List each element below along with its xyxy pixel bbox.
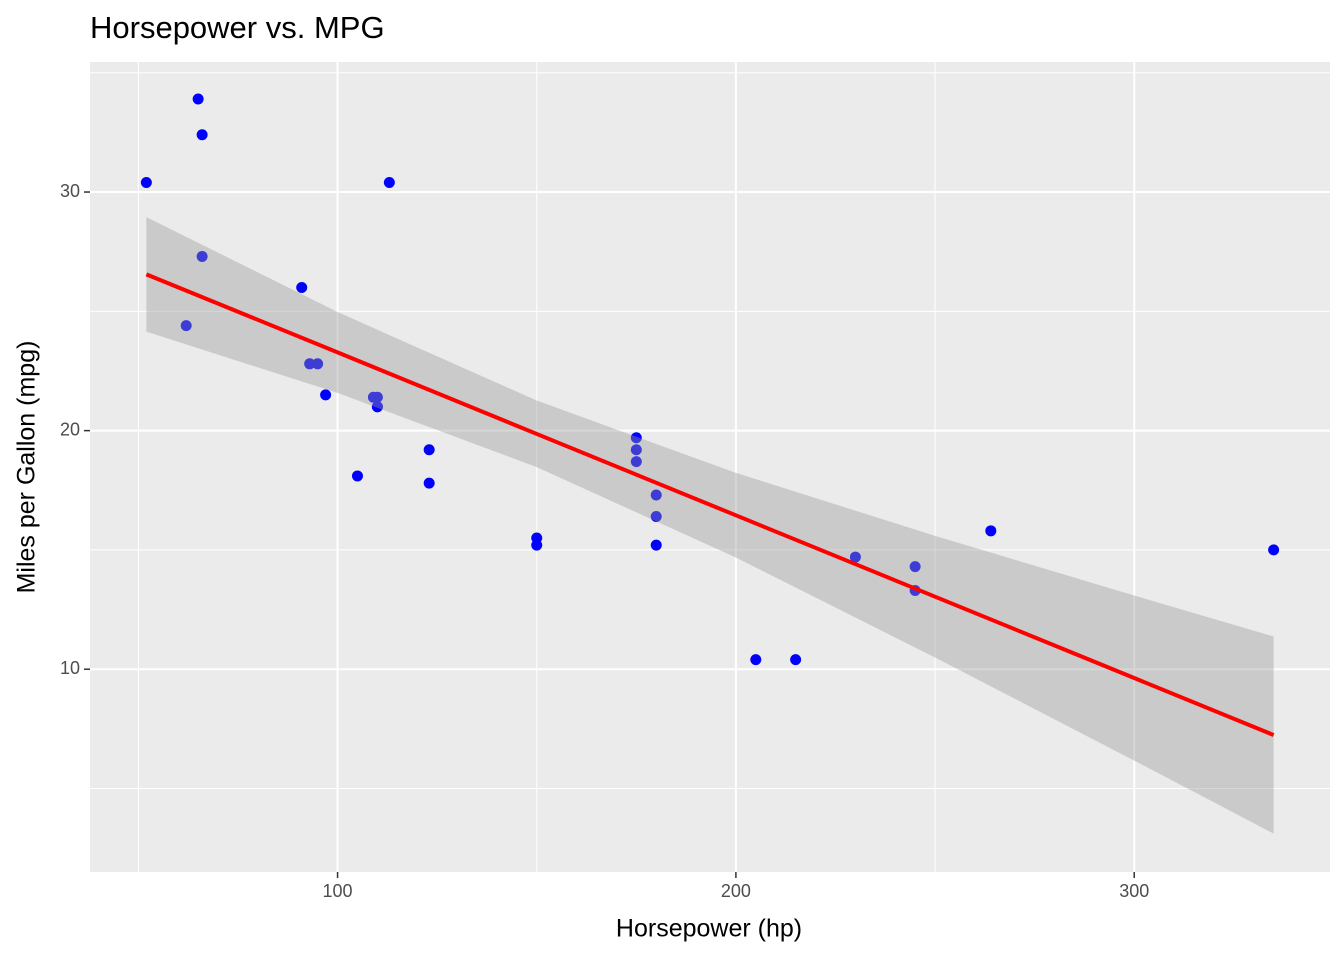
chart-title: Horsepower vs. MPG xyxy=(90,10,385,45)
point xyxy=(196,250,208,262)
point xyxy=(383,176,395,188)
point xyxy=(909,561,921,573)
point xyxy=(630,432,642,444)
point xyxy=(985,525,997,537)
x-axis-label: Horsepower (hp) xyxy=(616,915,802,943)
point xyxy=(192,93,204,105)
point xyxy=(196,129,208,141)
confidence-band xyxy=(146,217,1274,834)
x-tick-label: 100 xyxy=(323,881,353,901)
point xyxy=(630,444,642,456)
y-tick-label: 30 xyxy=(60,181,80,201)
y-axis-label: Miles per Gallon (mpg) xyxy=(13,341,41,594)
y-tick-label: 20 xyxy=(60,419,80,439)
point xyxy=(423,444,435,456)
y-tick-label: 10 xyxy=(60,658,80,678)
point xyxy=(320,389,332,401)
plot-panel xyxy=(90,62,1330,872)
point xyxy=(650,511,662,523)
point xyxy=(650,489,662,501)
point xyxy=(750,654,762,666)
point xyxy=(351,470,363,482)
x-tick-label: 300 xyxy=(1119,881,1149,901)
point xyxy=(531,539,543,551)
point xyxy=(296,281,308,293)
point xyxy=(312,358,324,370)
point xyxy=(371,401,383,413)
fit-line xyxy=(145,272,1275,737)
point xyxy=(790,654,802,666)
point xyxy=(304,358,316,370)
x-tick-label: 200 xyxy=(721,881,751,901)
point xyxy=(849,551,861,563)
point xyxy=(180,320,192,332)
point xyxy=(423,477,435,489)
point xyxy=(367,391,379,403)
point xyxy=(1268,544,1280,556)
point xyxy=(630,456,642,468)
point xyxy=(140,176,152,188)
point xyxy=(650,539,662,551)
